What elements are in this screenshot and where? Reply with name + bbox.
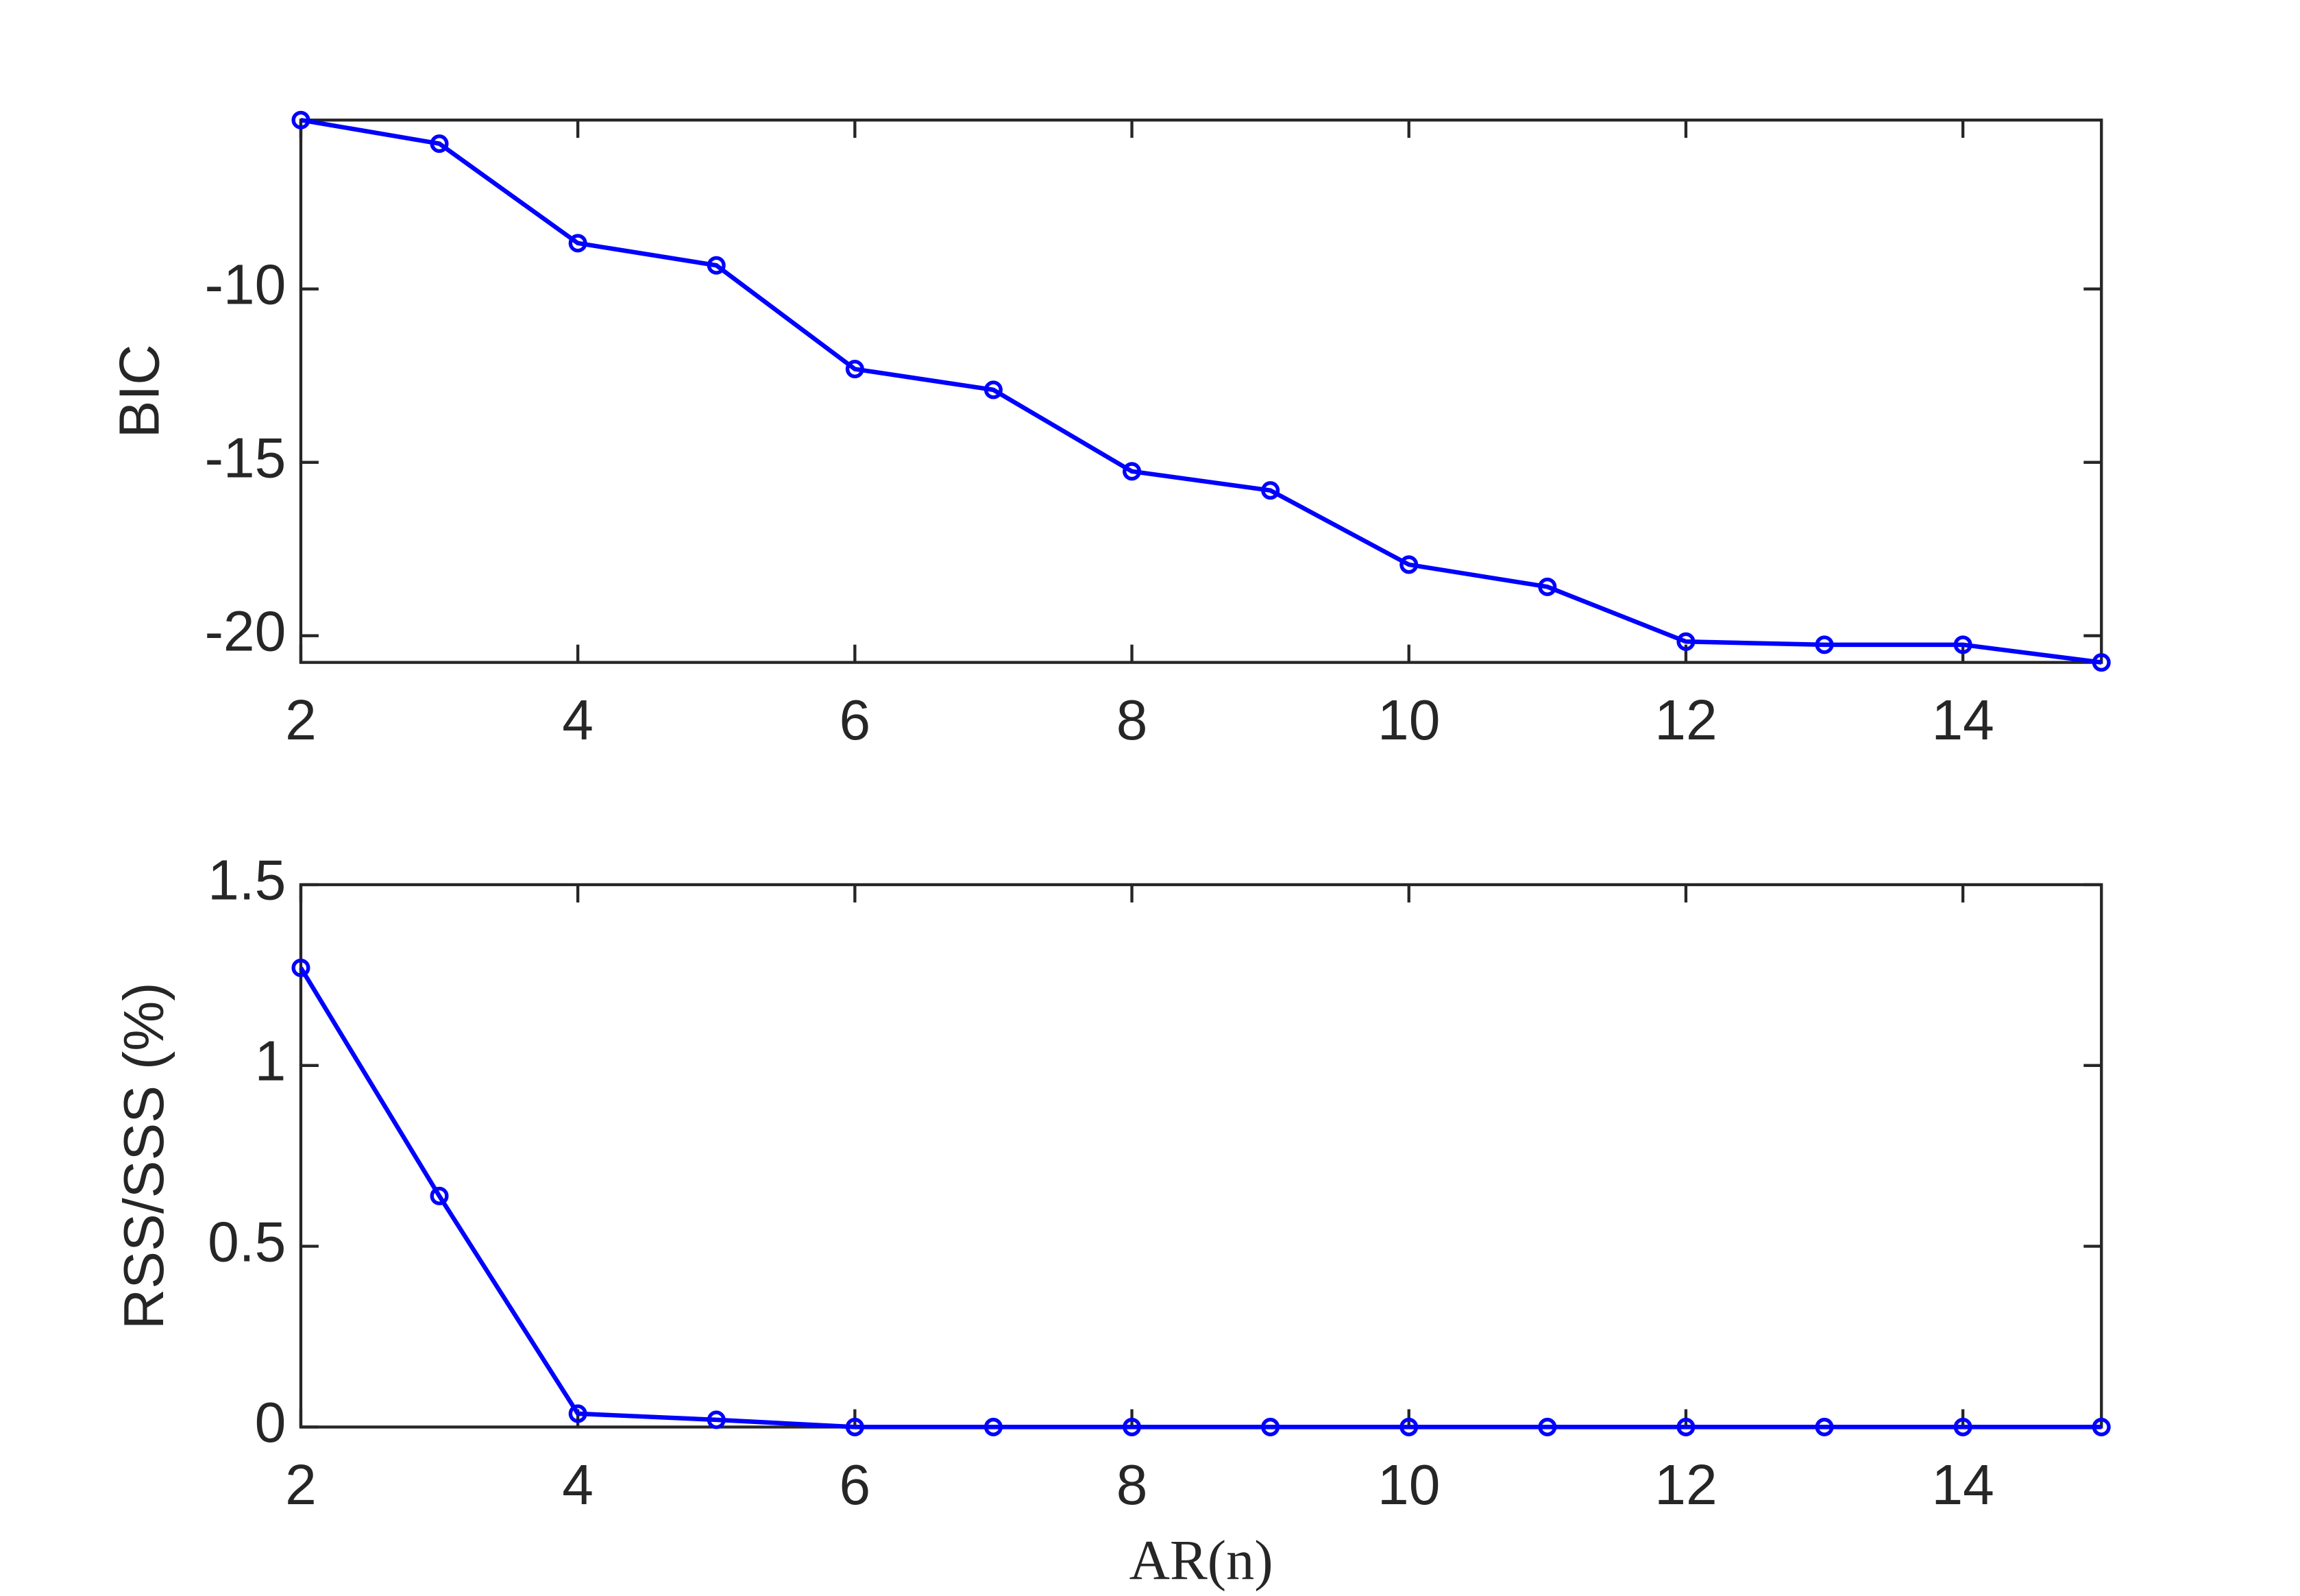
axes: 2 4 6 8 10 12 14 -20 -15 -10 BIC [108,110,2111,752]
data-point [1538,577,1557,596]
y-tick-label: -10 [205,254,286,316]
data-point [291,110,310,130]
x-tick-label: 6 [840,1454,871,1517]
y-tick-label: -20 [205,600,286,663]
data-point [707,256,726,275]
data-point [430,134,449,154]
x-tick-label: 14 [1931,1454,1994,1517]
data-point [1815,635,1834,654]
x-tick-label: 2 [285,1454,317,1517]
y-tick-label: 0 [255,1392,286,1454]
x-tick-label: 10 [1378,1454,1440,1517]
axes-box [299,883,2103,1429]
x-tick-label: 8 [1116,1454,1148,1517]
data-line [300,118,2102,665]
data-point [707,1410,726,1429]
x-tick-label: 12 [1654,1454,1717,1517]
data-point [1953,635,1972,654]
data-point [983,1417,1003,1436]
x-tick-label: 10 [1378,689,1440,752]
x-tick-label: 4 [562,1454,594,1517]
y-tick-label: -15 [205,427,286,489]
x-tick-label: 6 [840,689,871,752]
data-line [299,966,2102,1429]
data-point [1676,1417,1696,1436]
data-point [291,958,310,977]
x-tick-label: 14 [1931,689,1994,752]
x-tick-label: 2 [285,689,317,752]
data-point [1261,1417,1280,1436]
axes: 2 4 6 8 10 12 14 0 0.5 1 1.5 RSS/SSS (%) AR(n) [113,850,2111,1592]
y-tick-label: 0.5 [208,1211,286,1273]
data-point [1399,1417,1419,1436]
data-point [1123,1417,1142,1436]
x-tick-label: 4 [562,689,594,752]
x-tick-label: 12 [1654,689,1717,752]
y-axis-label: RSS/SSS (%) [113,982,175,1329]
data-point [2092,653,2111,672]
data-point [1953,1417,1972,1436]
y-tick-label: 1 [255,1031,286,1093]
data-point [1399,555,1419,574]
data-point [430,1186,449,1205]
data-point [568,234,587,253]
data-point [2092,1417,2111,1436]
data-point [983,380,1003,400]
data-point [1676,632,1696,651]
data-point [568,1404,587,1423]
y-axis-label: BIC [108,344,171,438]
axes-box [299,119,2103,664]
x-axis-label: AR(n) [1129,1530,1273,1592]
y-tick-label: 1.5 [208,850,286,912]
data-point [1261,481,1280,500]
data-point [1123,462,1142,481]
data-point [845,1417,864,1436]
data-point [1538,1417,1557,1436]
x-tick-label: 8 [1116,689,1148,752]
data-point [1815,1417,1834,1436]
data-point [845,360,864,379]
